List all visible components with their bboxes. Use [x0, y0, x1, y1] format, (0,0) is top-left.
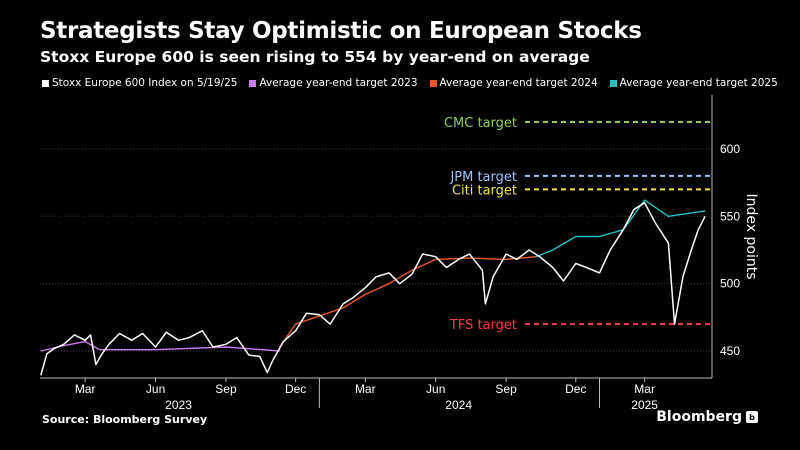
y-tick-label-450: 450 — [720, 344, 740, 358]
y-tick-label-550: 550 — [720, 209, 740, 223]
legend-item-2025: Average year-end target 2025 — [609, 77, 778, 89]
x-tick-label-1: Jun — [146, 382, 165, 396]
series-line-1 — [40, 340, 280, 352]
legend-label-index: Stoxx Europe 600 Index on 5/19/25 — [52, 77, 238, 89]
target-label-3: TFS target — [449, 318, 517, 333]
brand-name: Bloomberg — [656, 409, 742, 425]
y-axis-title: Index points — [743, 194, 759, 280]
legend-swatch-index — [42, 79, 49, 87]
legend-item-2023: Average year-end target 2023 — [249, 77, 418, 89]
bloomberg-b-icon: b — [746, 411, 758, 423]
x-year-label-2: 2025 — [631, 398, 658, 412]
series-line-2 — [279, 256, 537, 348]
legend-label-2024: Average year-end target 2024 — [439, 77, 598, 89]
legend: Stoxx Europe 600 Index on 5/19/25 Averag… — [42, 77, 778, 89]
x-tick-label-0: Mar — [75, 382, 96, 396]
x-tick-label-8: Mar — [634, 382, 655, 396]
legend-swatch-2025 — [609, 79, 617, 87]
x-tick-label-2: Sep — [215, 382, 237, 396]
legend-label-2023: Average year-end target 2023 — [259, 77, 418, 89]
target-label-1: JPM target — [449, 170, 517, 185]
source-note: Source: Bloomberg Survey — [42, 413, 208, 426]
x-tick-label-7: Dec — [565, 382, 586, 396]
legend-item-index: Stoxx Europe 600 Index on 5/19/25 — [42, 77, 237, 89]
y-tick-label-500: 500 — [720, 277, 740, 291]
bloomberg-logo: Bloomberg b — [656, 409, 758, 425]
target-label-2: Citi target — [452, 183, 517, 198]
legend-item-2024: Average year-end target 2024 — [429, 77, 598, 89]
x-tick-label-6: Sep — [495, 382, 517, 396]
x-tick-label-3: Dec — [285, 382, 306, 396]
legend-label-2025: Average year-end target 2025 — [619, 77, 778, 89]
legend-swatch-2023 — [249, 79, 257, 87]
y-tick-label-600: 600 — [720, 142, 740, 156]
x-tick-label-5: Jun — [426, 382, 445, 396]
x-year-label-0: 2023 — [165, 398, 192, 412]
x-tick-label-4: Mar — [355, 382, 376, 396]
chart-subtitle: Stoxx Europe 600 is seen rising to 554 b… — [40, 48, 590, 66]
legend-swatch-2024 — [429, 79, 437, 87]
chart-title: Strategists Stay Optimistic on European … — [40, 18, 642, 44]
target-label-0: CMC target — [444, 116, 517, 131]
x-year-label-1: 2024 — [445, 398, 472, 412]
series-line-3 — [535, 199, 706, 258]
series-line-0 — [40, 202, 706, 376]
